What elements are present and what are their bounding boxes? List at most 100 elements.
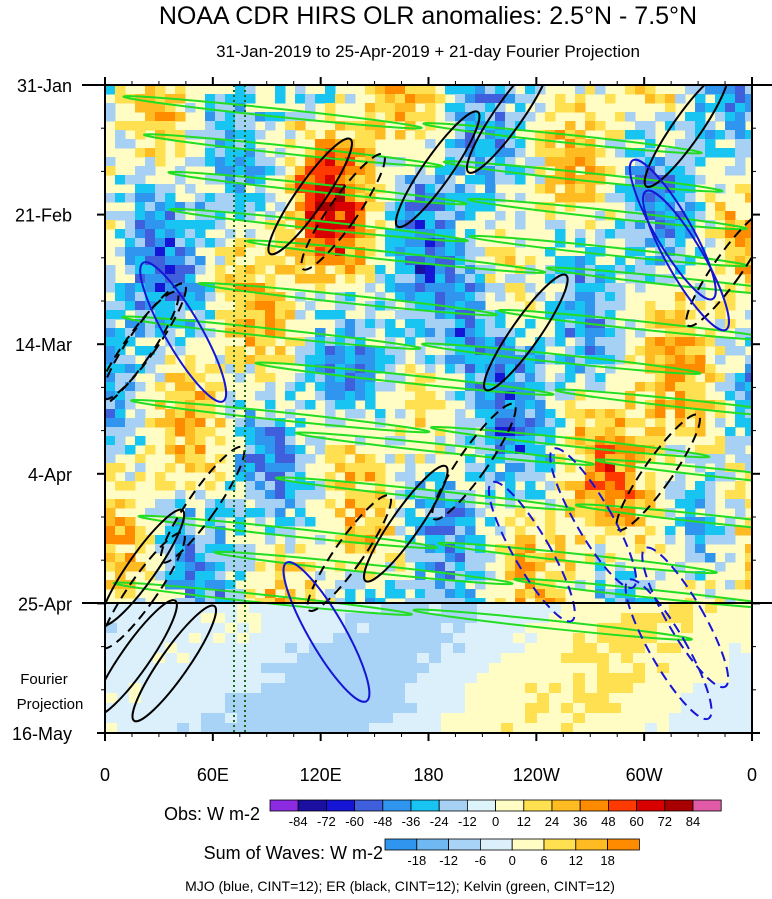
obs-field-cell — [735, 256, 746, 266]
projection-field-cell — [249, 693, 262, 704]
obs-field-cell — [475, 301, 486, 311]
obs-field-cell — [445, 481, 456, 491]
obs-field-cell — [175, 85, 186, 95]
projection-field-cell — [237, 713, 250, 724]
obs-field-cell — [515, 148, 526, 158]
obs-field-cell — [675, 193, 686, 203]
obs-field-cell — [305, 274, 316, 284]
obs-field-cell — [485, 148, 496, 158]
obs-field-cell — [705, 337, 716, 347]
obs-field-cell — [285, 517, 296, 527]
obs-field-cell — [375, 220, 386, 230]
obs-field-cell — [375, 319, 386, 329]
obs-field-cell — [625, 238, 636, 248]
obs-field-cell — [455, 184, 466, 194]
obs-field-cell — [245, 490, 256, 500]
projection-field-cell — [657, 723, 670, 733]
obs-field-cell — [345, 247, 356, 257]
projection-field-cell — [321, 673, 334, 684]
obs-field-cell — [365, 319, 376, 329]
obs-field-cell — [525, 418, 536, 428]
obs-field-cell — [165, 562, 176, 572]
obs-field-cell — [285, 499, 296, 509]
projection-field-cell — [393, 663, 406, 674]
obs-field-cell — [565, 562, 576, 572]
obs-field-cell — [395, 283, 406, 293]
obs-field-cell — [575, 229, 586, 239]
obs-field-cell — [235, 193, 246, 203]
obs-field-cell — [445, 166, 456, 176]
obs-field-cell — [695, 400, 706, 410]
projection-field-cell — [165, 653, 178, 664]
projection-field-cell — [381, 703, 394, 714]
projection-field-cell — [537, 723, 550, 733]
obs-field-cell — [105, 355, 116, 365]
obs-field-cell — [615, 481, 626, 491]
projection-field-cell — [177, 643, 190, 654]
obs-field-cell — [225, 544, 236, 554]
obs-field-cell — [745, 526, 752, 536]
waves-colorbar: -18 -12 -6 0 6 12 18 — [384, 838, 640, 868]
projection-field-cell — [621, 673, 634, 684]
obs-field-cell — [355, 571, 366, 581]
projection-field-cell — [345, 663, 358, 674]
obs-field-cell — [295, 166, 306, 176]
obs-field-cell — [215, 220, 226, 230]
obs-field-cell — [105, 382, 116, 392]
er-contour — [483, 273, 569, 392]
projection-field-cell — [249, 703, 262, 714]
obs-field-cell — [685, 409, 696, 419]
projection-field-cell — [645, 703, 658, 714]
projection-field-cell — [741, 673, 752, 684]
obs-colorbar-swatch — [438, 799, 468, 812]
projection-field-cell — [261, 723, 274, 733]
obs-field-cell — [115, 292, 126, 302]
projection-field-cell — [597, 703, 610, 714]
obs-field-cell — [735, 463, 746, 473]
obs-field-cell — [445, 247, 456, 257]
obs-field-cell — [645, 499, 656, 509]
obs-field-cell — [335, 220, 346, 230]
obs-field-cell — [555, 382, 566, 392]
obs-field-cell — [715, 112, 726, 122]
obs-field-cell — [425, 103, 436, 113]
obs-field-cell — [195, 220, 206, 230]
obs-field-cell — [185, 373, 196, 383]
obs-field-cell — [445, 364, 456, 374]
obs-field-cell — [405, 283, 416, 293]
obs-field-cell — [175, 400, 186, 410]
projection-field-cell — [285, 633, 298, 644]
obs-field-cell — [215, 112, 226, 122]
obs-field-cell — [665, 337, 676, 347]
obs-field-cell — [395, 85, 406, 95]
projection-field-cell — [153, 633, 166, 644]
projection-field-cell — [705, 653, 718, 664]
er-contours — [105, 85, 752, 723]
obs-field-cell — [225, 103, 236, 113]
obs-field-cell — [245, 544, 256, 554]
obs-field-cell — [395, 193, 406, 203]
obs-field-cell — [555, 319, 566, 329]
obs-field-cell — [165, 256, 176, 266]
obs-field-cell — [665, 211, 676, 221]
obs-field-cell — [235, 355, 246, 365]
obs-field-cell — [125, 472, 136, 482]
obs-field-cell — [235, 112, 246, 122]
obs-field-cell — [455, 553, 466, 563]
projection-field-cell — [645, 643, 658, 654]
obs-field-cell — [375, 274, 386, 284]
obs-field-cell — [665, 355, 676, 365]
mjo-contour — [624, 578, 713, 721]
obs-field-cell — [515, 220, 526, 230]
obs-field-cell — [295, 310, 306, 320]
obs-field-cell — [445, 229, 456, 239]
projection-field-cell — [597, 713, 610, 724]
obs-field-cell — [705, 373, 716, 383]
obs-field-cell — [555, 157, 566, 167]
obs-field-cell — [525, 589, 536, 599]
projection-field-cell — [309, 693, 322, 704]
obs-field-cell — [705, 220, 716, 230]
obs-field-cell — [445, 283, 456, 293]
obs-field-cell — [435, 445, 446, 455]
obs-field-cell — [115, 391, 126, 401]
